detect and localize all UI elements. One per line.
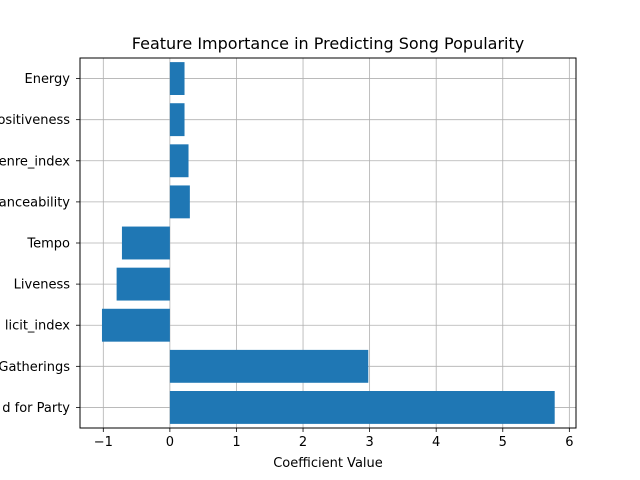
bar [101, 308, 170, 342]
x-tick-label: 3 [365, 435, 373, 450]
x-tick-label: 6 [565, 435, 573, 450]
x-tick-label: 5 [499, 435, 507, 450]
x-tick-label: 0 [166, 435, 174, 450]
chart-title: Feature Importance in Predicting Song Po… [132, 34, 524, 53]
x-tick-label: 4 [432, 435, 440, 450]
bars [101, 62, 555, 424]
y-tick-label: enre_index [0, 154, 70, 169]
x-tick-label: 1 [232, 435, 240, 450]
bar [169, 144, 189, 178]
bar [116, 267, 170, 301]
y-tick-label: licit_index [5, 319, 70, 334]
y-tick-label: Gatherings [0, 360, 70, 375]
x-tick-label: 2 [299, 435, 307, 450]
y-tick-label: Tempo [26, 237, 70, 252]
bar [169, 62, 185, 95]
x-tick-label: −1 [94, 435, 113, 450]
y-tick-label: ositiveness [0, 113, 70, 128]
bar [169, 349, 369, 383]
x-axis-ticks: −1 0 1 2 3 4 5 6 [94, 428, 573, 450]
bar [169, 391, 555, 424]
x-axis-label: Coefficient Value [273, 456, 383, 471]
y-axis-ticks: Energy ositiveness enre_index anceability Te… [0, 72, 80, 416]
bar [169, 185, 190, 219]
bar [121, 226, 170, 260]
y-tick-label: d for Party [2, 401, 70, 416]
bar [169, 103, 185, 137]
y-tick-label: Energy [24, 72, 70, 87]
y-tick-label: Liveness [14, 278, 71, 293]
y-tick-label: anceability [0, 195, 70, 210]
